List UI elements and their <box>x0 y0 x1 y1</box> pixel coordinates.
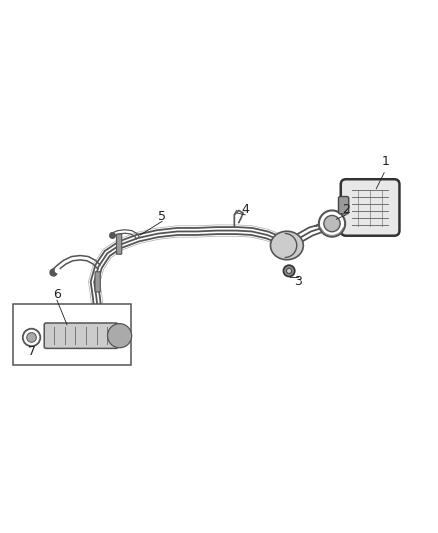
Circle shape <box>286 268 292 273</box>
Circle shape <box>319 211 345 237</box>
FancyBboxPatch shape <box>117 234 122 254</box>
Circle shape <box>27 333 36 342</box>
Text: 4: 4 <box>241 203 249 216</box>
Text: 5: 5 <box>158 209 166 223</box>
Text: 7: 7 <box>28 345 35 358</box>
Circle shape <box>283 265 295 277</box>
Circle shape <box>23 329 40 346</box>
FancyBboxPatch shape <box>95 272 100 292</box>
FancyBboxPatch shape <box>44 323 118 349</box>
Text: 2: 2 <box>342 203 350 216</box>
FancyBboxPatch shape <box>339 197 349 214</box>
Ellipse shape <box>270 231 304 260</box>
Text: 1: 1 <box>381 155 389 168</box>
Bar <box>13 304 131 365</box>
Text: 3: 3 <box>294 276 302 288</box>
FancyBboxPatch shape <box>341 179 399 236</box>
Circle shape <box>107 324 132 348</box>
Circle shape <box>324 215 340 232</box>
Text: 6: 6 <box>53 288 61 302</box>
